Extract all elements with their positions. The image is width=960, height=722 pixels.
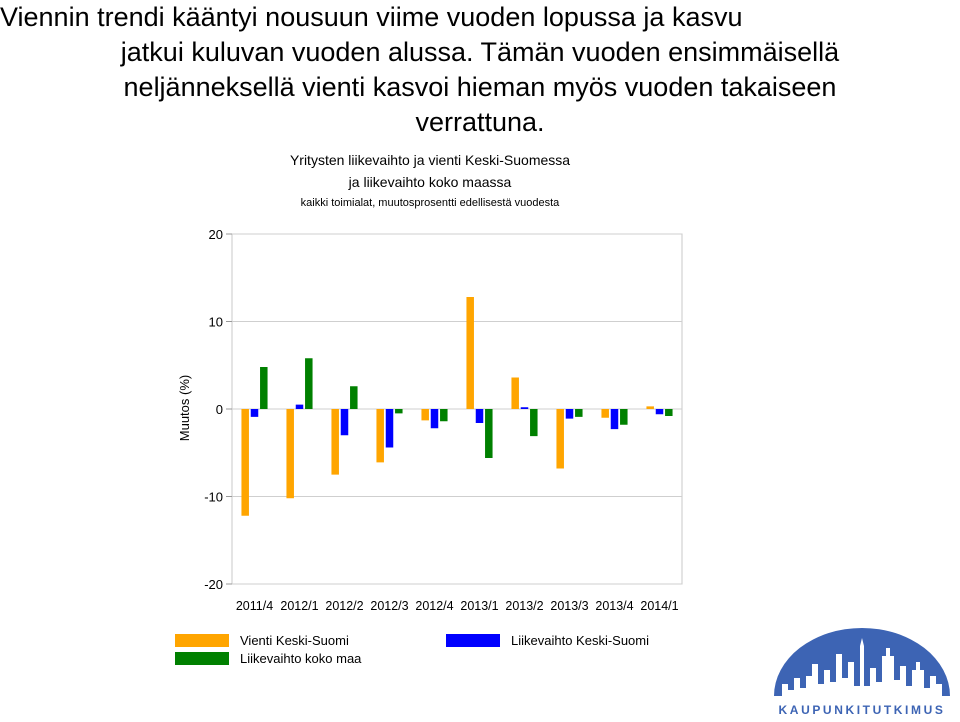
kaupunkitutkimus-logo: KAUPUNKITUTKIMUS [774, 628, 950, 717]
bar [475, 409, 484, 423]
bar [350, 386, 358, 409]
legend-swatch-orange [175, 634, 229, 647]
bar [241, 409, 249, 516]
legend-item-vienti-keski-suomi: Vienti Keski-Suomi [175, 633, 349, 648]
bar [376, 409, 384, 463]
bar [440, 409, 448, 422]
y-tick-label: 10 [209, 315, 223, 330]
bar [331, 409, 339, 475]
x-tick-label: 2012/2 [325, 599, 363, 613]
bar [385, 409, 394, 448]
legend-item-liikevaihto-keski-suomi: Liikevaihto Keski-Suomi [446, 633, 649, 648]
bar [530, 409, 538, 437]
legend-label: Liikevaihto Keski-Suomi [511, 633, 650, 648]
bar [395, 409, 403, 414]
bar [565, 409, 574, 419]
bar [295, 404, 304, 409]
legend-swatch-blue [446, 634, 500, 647]
y-tick-label: -20 [204, 577, 223, 592]
bar [601, 409, 609, 418]
y-axis-label: Muutos (%) [177, 375, 192, 441]
bar [286, 409, 294, 499]
y-tick-label: -10 [204, 490, 223, 505]
bar [665, 409, 673, 416]
chart-title: Yritysten liikevaihto ja vienti Keski-Su… [290, 152, 570, 168]
legend-swatch-green [175, 652, 229, 665]
x-tick-label: 2013/2 [505, 599, 543, 613]
x-tick-label: 2013/1 [460, 599, 498, 613]
logo-text: KAUPUNKITUTKIMUS [779, 703, 946, 717]
bar [305, 358, 313, 409]
headline-line: neljänneksellä vienti kasvoi hieman myös… [123, 72, 837, 102]
x-tick-label: 2012/4 [415, 599, 453, 613]
bar [485, 409, 493, 458]
bar [421, 409, 429, 421]
bar [466, 297, 474, 409]
bar [610, 409, 619, 430]
x-tick-label: 2013/4 [595, 599, 633, 613]
plot-area: 20 10 0 -10 -20 2011/4 2012/1 2012/2 2012/3 2012/… [204, 227, 683, 613]
x-tick-label: 2012/3 [370, 599, 408, 613]
legend-item-liikevaihto-koko-maa: Liikevaihto koko maa [175, 651, 361, 666]
x-tick-label: 2012/1 [280, 599, 318, 613]
y-tick-label: 20 [209, 227, 223, 242]
bar [340, 409, 349, 436]
x-tick-label: 2014/1 [640, 599, 678, 613]
bar [646, 406, 654, 409]
bar [511, 377, 519, 409]
chart-title-line2: ja liikevaihto koko maassa [348, 174, 512, 190]
y-tick-label: 0 [216, 402, 223, 417]
headline-line: Viennin trendi kääntyi nousuun viime vuo… [0, 2, 743, 32]
headline: Viennin trendi kääntyi nousuun viime vuo… [0, 0, 960, 140]
bar [556, 409, 564, 469]
chart-subtitle: kaikki toimialat, muutosprosentti edelli… [301, 197, 561, 209]
headline-line: verrattuna. [415, 107, 545, 137]
bar [250, 409, 259, 417]
bar [575, 409, 583, 417]
x-tick-label: 2013/3 [550, 599, 588, 613]
bar [620, 409, 628, 425]
bar [655, 409, 664, 415]
bar [520, 407, 529, 409]
legend-label: Liikevaihto koko maa [240, 651, 362, 666]
legend-label: Vienti Keski-Suomi [240, 633, 349, 648]
x-tick-label: 2011/4 [236, 599, 273, 613]
logo-city-skyline [774, 628, 950, 696]
bar [260, 367, 268, 409]
headline-line: jatkui kuluvan vuoden alussa. Tämän vuod… [120, 37, 840, 67]
bar [430, 409, 439, 429]
